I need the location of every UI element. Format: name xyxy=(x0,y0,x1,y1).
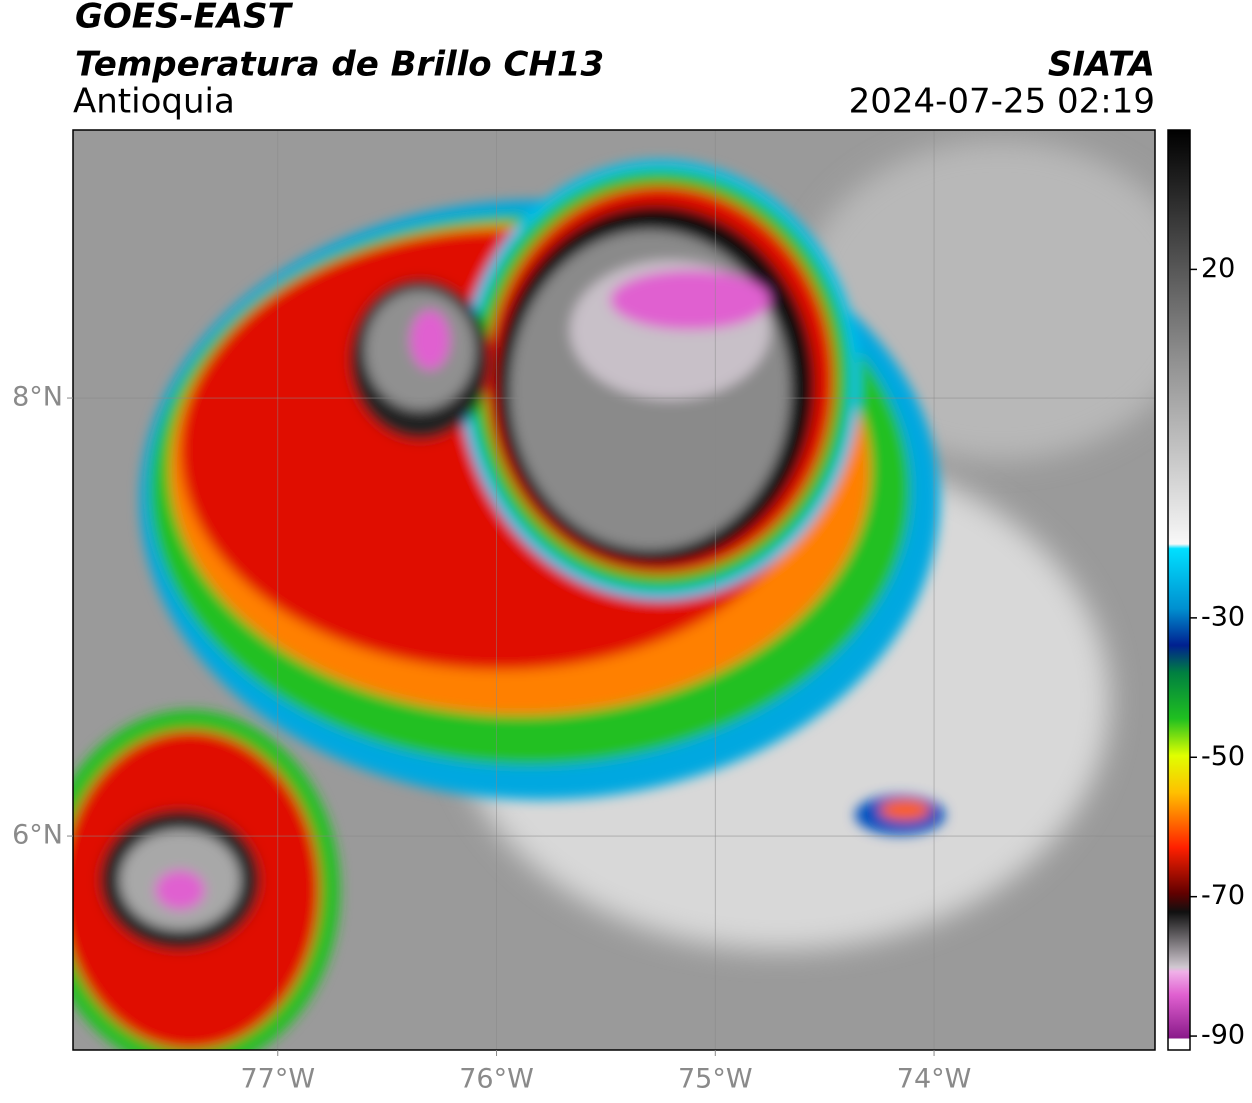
title-line: GOES-EAST xyxy=(75,0,294,37)
x-tick-label: 77°W xyxy=(240,1064,315,1095)
satellite-image xyxy=(73,130,1155,1050)
x-tick-label: 74°W xyxy=(897,1064,972,1095)
y-tick-label: 8°N xyxy=(12,382,63,413)
colorbar xyxy=(1167,129,1191,1051)
title: Temperatura de Brillo CH13 xyxy=(75,45,604,85)
x-tick-label: 76°W xyxy=(459,1064,534,1095)
grid xyxy=(73,130,1155,1050)
colorbar-tick-label: -70 xyxy=(1201,880,1245,911)
region: Antioquia xyxy=(73,82,235,122)
x-tick-label: 75°W xyxy=(678,1064,753,1095)
map-frame xyxy=(72,129,1156,1051)
datetime: 2024-07-25 02:19 xyxy=(849,82,1155,122)
colorbar-tick-label: -50 xyxy=(1201,741,1245,772)
colorbar-tick-label: 20 xyxy=(1201,253,1235,284)
colorbar-tick-label: -30 xyxy=(1201,601,1245,632)
y-tick-label: 6°N xyxy=(12,820,63,851)
colorbar-tick-label: -90 xyxy=(1201,1020,1245,1051)
source: SIATA xyxy=(1048,45,1155,85)
